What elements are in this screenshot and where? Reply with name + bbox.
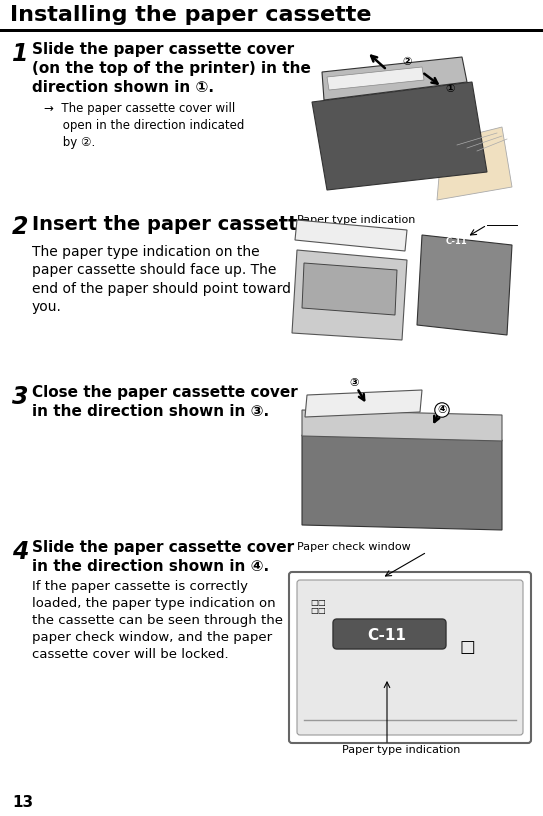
Text: Paper check window: Paper check window <box>297 542 411 552</box>
Polygon shape <box>302 410 502 441</box>
Polygon shape <box>305 390 422 417</box>
Text: 4: 4 <box>12 540 28 564</box>
Text: Installing the paper cassette: Installing the paper cassette <box>10 5 371 25</box>
Text: 2: 2 <box>12 215 28 239</box>
Text: 3: 3 <box>12 385 28 409</box>
Text: 1: 1 <box>12 42 28 66</box>
Bar <box>0 29 543 32</box>
Text: □□: □□ <box>310 606 326 615</box>
Text: ①: ① <box>445 84 454 94</box>
Polygon shape <box>295 220 407 251</box>
Text: C-11: C-11 <box>368 628 407 643</box>
FancyBboxPatch shape <box>297 580 523 735</box>
Text: Slide the paper cassette cover
(on the top of the printer) in the
direction show: Slide the paper cassette cover (on the t… <box>32 42 311 95</box>
FancyBboxPatch shape <box>289 572 531 743</box>
Text: Paper type indication: Paper type indication <box>342 745 460 755</box>
Text: If the paper cassette is correctly
loaded, the paper type indication on
the cass: If the paper cassette is correctly loade… <box>32 580 283 661</box>
Text: Insert the paper cassette.: Insert the paper cassette. <box>32 215 318 234</box>
Polygon shape <box>292 250 407 340</box>
Text: ②: ② <box>402 57 412 67</box>
Polygon shape <box>322 57 467 100</box>
Polygon shape <box>327 67 424 90</box>
Text: ③: ③ <box>349 378 359 388</box>
Polygon shape <box>302 435 502 530</box>
Text: The paper type indication on the
paper cassette should face up. The
end of the p: The paper type indication on the paper c… <box>32 245 291 314</box>
Polygon shape <box>302 263 397 315</box>
Bar <box>0 29 543 30</box>
Text: Paper type indication: Paper type indication <box>297 215 415 225</box>
Polygon shape <box>417 235 512 335</box>
Text: →  The paper cassette cover will
     open in the direction indicated
     by ②.: → The paper cassette cover will open in … <box>44 102 244 149</box>
Polygon shape <box>312 82 487 190</box>
FancyBboxPatch shape <box>333 619 446 649</box>
Text: □: □ <box>459 638 475 656</box>
Polygon shape <box>437 127 512 200</box>
Text: C-11: C-11 <box>446 237 468 246</box>
Text: ④: ④ <box>437 405 447 415</box>
Text: Slide the paper cassette cover
in the direction shown in ④.: Slide the paper cassette cover in the di… <box>32 540 294 574</box>
Text: 13: 13 <box>12 795 33 810</box>
Text: □□: □□ <box>310 598 326 607</box>
Text: Close the paper cassette cover
in the direction shown in ③.: Close the paper cassette cover in the di… <box>32 385 298 419</box>
